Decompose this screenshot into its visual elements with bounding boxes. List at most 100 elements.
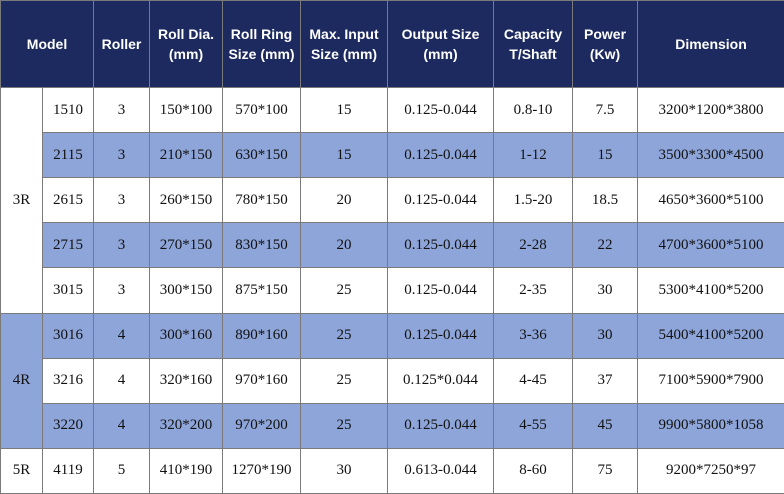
header-row: Model Roller Roll Dia. (mm) Roll Ring Size (m… [0, 0, 784, 88]
cell: 3500*3300*4500 [637, 132, 784, 179]
cell: 3015 [41, 267, 95, 314]
cell: 1510 [41, 86, 95, 134]
cell: 15 [300, 86, 389, 134]
data-row: 5R 4119 5 410*190 1270*190 30 0.613-0.044 8-60 7… [0, 447, 784, 494]
cell: 30 [300, 447, 389, 494]
cell: 0.125-0.044 [387, 222, 495, 269]
header-text: Size (mm) [228, 46, 295, 62]
header-cell: Capacity T/Shaft [493, 0, 574, 88]
cell: 8-60 [493, 447, 574, 494]
cell: 1-12 [493, 132, 574, 179]
header-cell: Roll Dia. (mm) [149, 0, 224, 88]
cell: 270*150 [149, 222, 224, 269]
cell: 3200*1200*3800 [637, 86, 784, 134]
cell: 320*200 [149, 402, 224, 449]
header-text: Model [26, 36, 68, 52]
header-text: (mm) [423, 46, 458, 62]
header-cell: Roller [93, 0, 151, 88]
cell: 5 [93, 447, 151, 494]
cell: 260*150 [149, 177, 224, 224]
header-text: Max. Input [309, 26, 379, 42]
cell: 15 [572, 132, 639, 179]
cell: 890*160 [222, 312, 302, 359]
cell: 9200*7250*97 [637, 447, 784, 494]
cell: 25 [300, 267, 389, 314]
cell: 0.613-0.044 [387, 447, 495, 494]
header-text: Output Size [401, 26, 480, 42]
cell: 0.125-0.044 [387, 132, 495, 179]
cell: 2-28 [493, 222, 574, 269]
cell: 970*200 [222, 402, 302, 449]
cell: 4700*3600*5100 [637, 222, 784, 269]
header-text: Roller [101, 36, 142, 52]
cell: 0.8-10 [493, 86, 574, 134]
cell: 3-36 [493, 312, 574, 359]
cell: 2615 [41, 177, 95, 224]
cell: 4-55 [493, 402, 574, 449]
cell: 25 [300, 357, 389, 404]
cell: 7100*5900*7900 [637, 357, 784, 404]
header-text: (Kw) [589, 46, 621, 62]
cell: 0.125-0.044 [387, 312, 495, 359]
cell: 5400*4100*5200 [637, 312, 784, 359]
header-cell: Power (Kw) [572, 0, 639, 88]
cell: 0.125*0.044 [387, 357, 495, 404]
cell: 300*150 [149, 267, 224, 314]
header-text: T/Shaft [509, 46, 557, 62]
cell: 150*100 [149, 86, 224, 134]
cell: 4 [93, 357, 151, 404]
cell: 4 [93, 402, 151, 449]
data-row: 3015 3 300*150 875*150 25 0.125-0.044 2-35 30 53… [0, 267, 784, 314]
cell: 9900*5800*1058 [637, 402, 784, 449]
cell: 570*100 [222, 86, 302, 134]
cell: 3220 [41, 402, 95, 449]
cell: 20 [300, 222, 389, 269]
group-cell: 3R [0, 87, 43, 314]
cell: 3 [93, 86, 151, 134]
data-row: 2615 3 260*150 780*150 20 0.125-0.044 1.5-20 18… [0, 177, 784, 224]
header-text: Power [584, 26, 627, 42]
data-row: 3220 4 320*200 970*200 25 0.125-0.044 4-55 45 99… [0, 402, 784, 449]
cell: 2115 [41, 132, 95, 179]
header-text: Size (mm) [310, 46, 378, 62]
cell: 3 [93, 177, 151, 224]
cell: 320*160 [149, 357, 224, 404]
header-cell: Dimension [637, 0, 784, 88]
data-row: 4R 3016 4 300*160 890*160 25 0.125-0.044 3-36 30… [0, 312, 784, 449]
cell: 3 [93, 222, 151, 269]
cell: 0.125-0.044 [387, 402, 495, 449]
cell: 25 [300, 402, 389, 449]
header-cell: Model [0, 0, 95, 88]
cell: 45 [572, 402, 639, 449]
header-text: Dimension [675, 36, 747, 52]
header-text: Roll Dia. [158, 26, 215, 42]
header-cell: Roll Ring Size (mm) [222, 0, 302, 88]
cell: 4119 [41, 447, 95, 494]
data-row: 3R 1510 3 150*100 570*100 15 0.125-0.044 0.8-10… [0, 86, 784, 314]
cell: 30 [572, 312, 639, 359]
cell: 875*150 [222, 267, 302, 314]
data-row: 3216 4 320*160 970*160 25 0.125*0.044 4-45 37 71… [0, 357, 784, 404]
cell: 7.5 [572, 86, 639, 134]
cell: 3016 [41, 312, 95, 359]
cell: 0.125-0.044 [387, 267, 495, 314]
cell: 75 [572, 447, 639, 494]
cell: 5300*4100*5200 [637, 267, 784, 314]
cell: 18.5 [572, 177, 639, 224]
header-cell: Max. Input Size (mm) [300, 0, 389, 88]
cell: 210*150 [149, 132, 224, 179]
cell: 970*160 [222, 357, 302, 404]
cell: 15 [300, 132, 389, 179]
cell: 20 [300, 177, 389, 224]
group-cell: 5R [0, 447, 43, 494]
cell: 3216 [41, 357, 95, 404]
cell: 3 [93, 132, 151, 179]
cell: 1270*190 [222, 447, 302, 494]
cell: 0.125-0.044 [387, 86, 495, 134]
header-text: (mm) [168, 46, 204, 62]
cell: 30 [572, 267, 639, 314]
cell: 22 [572, 222, 639, 269]
cell: 37 [572, 357, 639, 404]
